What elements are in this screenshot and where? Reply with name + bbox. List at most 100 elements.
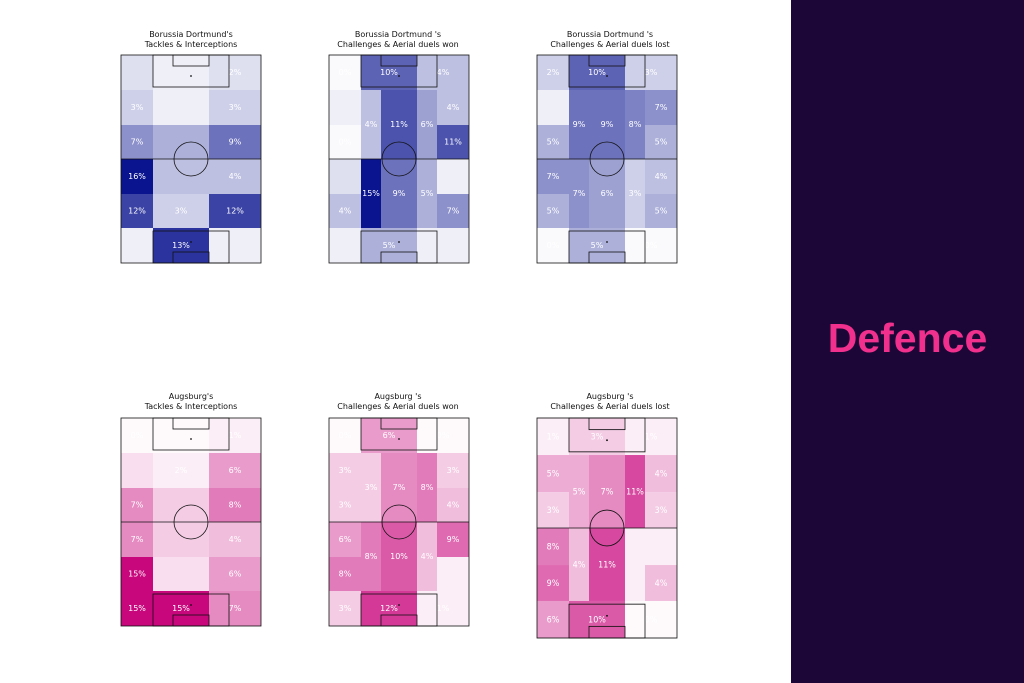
heatmap-cell-label: 6%	[421, 120, 434, 129]
heatmap-cell-label: 16%	[128, 172, 146, 181]
top-penalty-spot	[398, 75, 400, 77]
heatmap-cell	[361, 159, 381, 228]
section-title: Defence	[827, 315, 988, 361]
heatmap-pitch-augsburg-duels-won: 0% 6% 0% 3% 3% 7% 8% 3% 3% 4% 6% 8% 10% 4% 9% 8% 3% 12% 1%	[328, 417, 470, 627]
centre-circle	[381, 504, 417, 540]
heatmap-cell	[437, 557, 469, 591]
heatmap-cell	[437, 125, 469, 159]
heatmap-cell	[121, 557, 153, 591]
bottom-six-yard-box	[172, 614, 210, 627]
heatmap-cell	[645, 528, 677, 566]
pitch-lines	[328, 54, 470, 264]
bottom-penalty-spot	[190, 604, 192, 606]
heatmap-cell	[209, 125, 261, 159]
heatmap-cell	[437, 90, 469, 125]
heatmap-cell-label: 4%	[447, 103, 460, 112]
heatmap-cell-label: 11%	[444, 138, 462, 147]
top-penalty-spot	[190, 438, 192, 440]
heatmap-cell	[361, 55, 417, 90]
heatmap-cell-label: 9%	[229, 138, 242, 147]
heatmap-pitch-dortmund-tackles: 2% 3% 3% 7% 9% 16% 4% 12% 3% 12% 13%	[120, 54, 262, 264]
heatmap-cell-label: 2%	[229, 68, 242, 77]
top-six-yard-box	[380, 54, 418, 67]
heatmap-cell	[121, 488, 153, 522]
heatmap-cell	[209, 453, 261, 488]
heatmap-cell-label: 3%	[229, 103, 242, 112]
heatmap-cell-label: 9%	[547, 578, 560, 588]
heatmap-cell	[153, 159, 209, 194]
heatmap-cell	[121, 591, 153, 626]
heatmap-cell-label: 7%	[573, 189, 586, 198]
heatmap-cell-label: 7%	[131, 501, 144, 510]
heatmap-cell-label: 1%	[645, 431, 658, 441]
heatmap-cell	[329, 194, 361, 228]
heatmap-cell	[437, 159, 469, 194]
top-six-yard-box	[588, 54, 626, 67]
heatmap-cell-label: 8%	[339, 570, 352, 579]
heatmap-cell-label: 12%	[380, 604, 398, 613]
heatmap-cell-label: 0%	[547, 241, 560, 250]
heatmap-cell-label: 7%	[131, 138, 144, 147]
heatmap-cell-label: 6%	[601, 189, 614, 198]
heatmap-cell	[625, 159, 645, 228]
heatmap-cell	[417, 453, 437, 522]
heatmap-cell	[153, 90, 209, 125]
heatmap-cell	[569, 228, 625, 263]
bottom-six-yard-box	[380, 251, 418, 264]
heatmap-cell-label: 5%	[547, 468, 560, 478]
heatmap-cell-label: 10%	[380, 68, 398, 77]
heatmap-cell-label: 4%	[655, 172, 668, 181]
heatmap-cell-label: 4%	[365, 120, 378, 129]
heatmap-cell-label: 5%	[655, 207, 668, 216]
heatmap-cell	[537, 565, 569, 601]
top-six-yard-box	[172, 417, 210, 430]
heatmap-cell	[417, 418, 469, 453]
heatmap-cell-label: 4%	[437, 68, 450, 77]
top-penalty-spot	[606, 439, 608, 442]
heatmap-cell-label: 4%	[339, 207, 352, 216]
heatmap-cell	[625, 528, 645, 601]
heatmap-cell	[437, 194, 469, 228]
heatmap-cell	[329, 418, 361, 453]
heatmap-cell	[153, 557, 209, 591]
heatmap-cell-label: 7%	[447, 207, 460, 216]
heatmap-cell-label: 3%	[339, 604, 352, 613]
heatmap-cells: 2% 3% 3% 7% 9% 16% 4% 12% 3% 12% 13%	[121, 55, 261, 263]
heatmap-cell-label: 15%	[128, 570, 146, 579]
heatmap-cell	[153, 418, 209, 453]
heatmap-cell-label: 8%	[629, 120, 642, 129]
heatmap-cell-label: 3%	[175, 207, 188, 216]
chart-title-dortmund-duels-lost: Borussia Dortmund 's Challenges & Aerial…	[550, 30, 670, 49]
heatmap-cell	[209, 557, 261, 591]
pitch-lines	[328, 417, 470, 627]
heatmap-cell-label: 3%	[629, 189, 642, 198]
heatmap-cell-label: 11%	[626, 486, 644, 496]
heatmap-cell	[329, 522, 361, 557]
heatmap-cell-label: 1%	[437, 604, 450, 613]
heatmap-cell	[361, 591, 417, 626]
heatmap-cell	[569, 528, 589, 601]
heatmap-cell	[121, 125, 153, 159]
heatmap-cell	[209, 159, 261, 194]
heatmap-cell	[645, 194, 677, 228]
heatmap-cell	[569, 418, 625, 456]
heatmap-cell-label: 7%	[393, 483, 406, 492]
heatmap-cell-label: 5%	[383, 241, 396, 250]
heatmap-cell-label: 6%	[383, 431, 396, 440]
pitch-lines	[120, 54, 262, 264]
heatmap-cell-label: 3%	[365, 483, 378, 492]
heatmap-cell	[209, 55, 261, 90]
heatmap-cell-label: 3%	[339, 501, 352, 510]
centre-circle	[589, 141, 625, 177]
heatmap-cell	[361, 228, 417, 263]
bottom-penalty-spot	[606, 241, 608, 243]
heatmap-cell	[537, 125, 569, 159]
heatmap-cell-label: 12%	[226, 207, 244, 216]
heatmap-cell	[645, 455, 677, 493]
heatmap-cell-label: 9%	[447, 535, 460, 544]
heatmap-cell-label: 9%	[573, 120, 586, 129]
heatmap-cell-label: 3%	[655, 505, 668, 515]
heatmap-cell-label: 4%	[447, 501, 460, 510]
heatmap-cell-label: 5%	[547, 138, 560, 147]
bottom-penalty-spot	[606, 614, 608, 617]
